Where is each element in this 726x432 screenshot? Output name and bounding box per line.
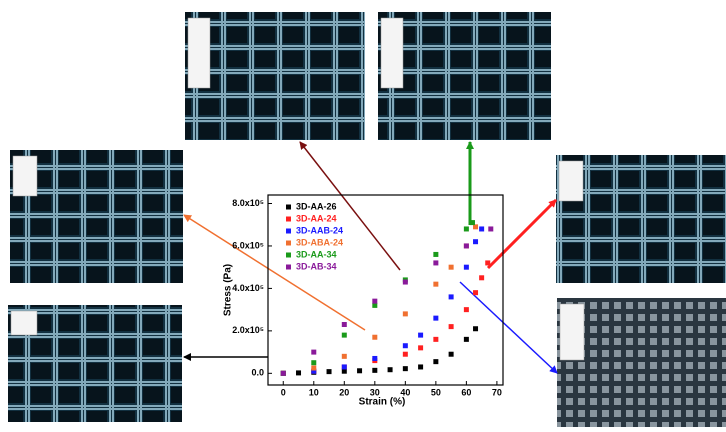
legend-swatch xyxy=(286,205,291,210)
data-point xyxy=(403,343,408,348)
legend-swatch xyxy=(286,265,291,270)
data-point xyxy=(327,369,332,374)
data-point xyxy=(464,243,469,248)
data-point xyxy=(464,226,469,231)
data-point xyxy=(464,307,469,312)
y-tick-label: 0.0 xyxy=(251,368,264,378)
data-point xyxy=(479,226,484,231)
data-point xyxy=(403,352,408,357)
inset-table xyxy=(559,161,583,201)
data-point xyxy=(418,333,423,338)
data-point xyxy=(372,299,377,304)
legend-label: 3D-AAB-24 xyxy=(296,225,343,235)
y-tick-label: 6.0x10⁵ xyxy=(232,240,264,250)
data-point xyxy=(311,366,316,371)
data-point xyxy=(470,220,475,225)
data-point xyxy=(311,360,316,365)
legend-swatch xyxy=(286,253,291,258)
data-point xyxy=(372,368,377,373)
legend-swatch xyxy=(286,241,291,246)
y-tick-label: 4.0x10⁵ xyxy=(232,283,264,293)
x-axis-label: Strain (%) xyxy=(359,397,406,408)
data-point xyxy=(342,364,347,369)
x-tick-label: 50 xyxy=(431,387,441,397)
x-tick-label: 0 xyxy=(281,387,286,397)
legend-label: 3D-AA-34 xyxy=(296,249,337,259)
data-point xyxy=(372,335,377,340)
inset-table xyxy=(560,304,584,360)
legend-label: 3D-AB-34 xyxy=(296,261,337,271)
micrograph xyxy=(185,12,365,140)
data-point xyxy=(433,316,438,321)
micrograph xyxy=(378,12,551,140)
data-point xyxy=(449,324,454,329)
data-point xyxy=(418,345,423,350)
data-point xyxy=(433,260,438,265)
data-point xyxy=(473,290,478,295)
data-point xyxy=(342,322,347,327)
y-tick-label: 8.0x10⁵ xyxy=(232,198,264,208)
legend-label: 3D-AA-26 xyxy=(296,201,337,211)
data-point xyxy=(311,350,316,355)
data-point xyxy=(464,337,469,342)
data-point xyxy=(449,294,454,299)
data-point xyxy=(342,333,347,338)
data-point xyxy=(449,265,454,270)
data-point xyxy=(473,326,478,331)
data-point xyxy=(403,311,408,316)
data-point xyxy=(418,364,423,369)
page: {"chart_data": {"type": "scatter", "xlab… xyxy=(0,0,726,427)
data-point xyxy=(388,367,393,372)
legend-label: 3D-AA-24 xyxy=(296,213,337,223)
figure: Strain (%) Stress (Pa) 0102030405060700.… xyxy=(0,0,726,427)
data-point xyxy=(357,368,362,373)
x-tick-label: 70 xyxy=(492,387,502,397)
data-point xyxy=(473,239,478,244)
data-point xyxy=(433,252,438,257)
data-point xyxy=(488,226,493,231)
x-tick-label: 10 xyxy=(309,387,319,397)
x-tick-label: 20 xyxy=(339,387,349,397)
data-point xyxy=(464,265,469,270)
x-tick-label: 40 xyxy=(400,387,410,397)
data-point xyxy=(479,275,484,280)
legend-swatch xyxy=(286,229,291,234)
data-point xyxy=(485,260,490,265)
data-point xyxy=(433,337,438,342)
data-point xyxy=(372,356,377,361)
data-point xyxy=(403,366,408,371)
data-point xyxy=(342,354,347,359)
data-point xyxy=(433,282,438,287)
y-tick-label: 2.0x10⁵ xyxy=(232,325,264,335)
data-point xyxy=(449,352,454,357)
data-point xyxy=(433,359,438,364)
x-tick-label: 30 xyxy=(370,387,380,397)
inset-table xyxy=(381,18,403,88)
x-tick-label: 60 xyxy=(461,387,471,397)
data-point xyxy=(403,280,408,285)
legend-swatch xyxy=(286,217,291,222)
inset-table xyxy=(11,311,37,335)
data-point xyxy=(296,370,301,375)
inset-table xyxy=(188,18,210,88)
data-point xyxy=(281,371,286,376)
inset-table xyxy=(13,156,37,196)
legend-label: 3D-ABA-24 xyxy=(296,237,343,247)
